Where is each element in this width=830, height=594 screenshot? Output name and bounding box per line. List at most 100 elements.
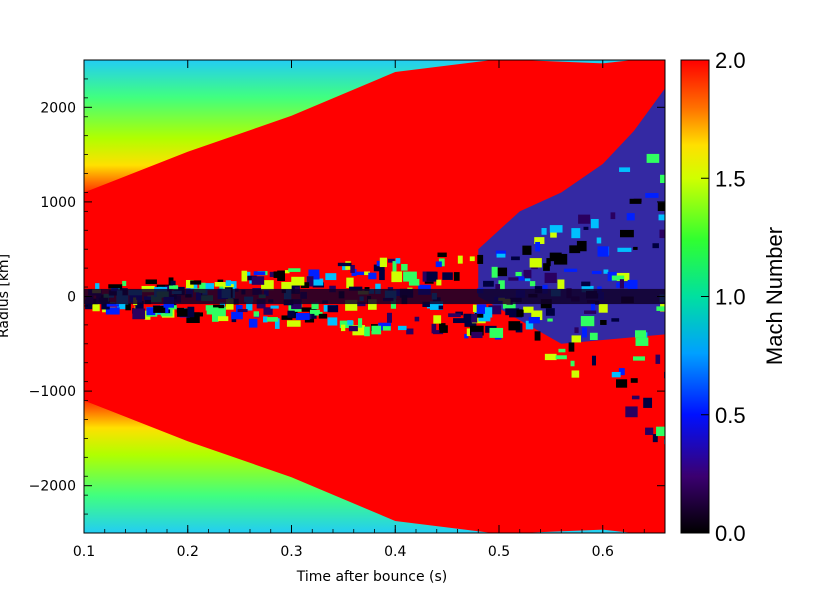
plume-cell	[95, 283, 100, 293]
colorbar-ticks: 0.0 0.5 1.0 1.5 2.0	[701, 48, 746, 546]
plume-cell	[571, 370, 580, 378]
plume-cell	[203, 283, 214, 291]
plume-cell	[376, 260, 383, 267]
plume-cell	[206, 307, 219, 315]
plume-cell	[135, 300, 144, 310]
y-tick-label: 0	[67, 290, 76, 306]
plume-cell	[571, 228, 581, 239]
plume-cell	[348, 325, 358, 332]
plume-cell	[438, 305, 444, 310]
plume-cell	[590, 218, 599, 229]
plume-cell	[169, 285, 175, 290]
plume-cell	[611, 318, 620, 322]
plume-cell	[422, 301, 436, 307]
plume-cell	[656, 306, 665, 311]
plume-cell	[408, 278, 420, 286]
y-tick-label: 2000	[40, 100, 76, 116]
plume-cell	[589, 332, 598, 341]
plume-cell	[525, 320, 534, 330]
plume-cell	[426, 271, 438, 282]
plume-cell	[484, 307, 493, 318]
plume-cell	[547, 318, 553, 322]
plume-cell	[146, 307, 156, 316]
plume-cell	[237, 309, 248, 313]
plume-cell	[190, 280, 198, 290]
plume-cell	[105, 307, 120, 315]
plume-cell	[170, 280, 176, 289]
plume-cell	[325, 273, 337, 281]
plume-cell	[300, 282, 310, 288]
plume-cell	[122, 280, 127, 286]
plume-cell	[251, 276, 265, 285]
plume-cell	[176, 307, 185, 313]
plume-cell	[345, 299, 358, 311]
plume-cell	[631, 395, 640, 400]
plume-cell	[395, 258, 401, 264]
plume-cell	[368, 272, 377, 280]
plume-cell	[217, 316, 229, 322]
plume-cell	[618, 368, 625, 376]
plume-cell	[544, 272, 557, 284]
plume-cell	[619, 167, 631, 172]
colorbar-tick-label: 1.5	[715, 166, 746, 191]
colorbar-title: Mach Number	[762, 227, 787, 365]
plume-cell	[241, 270, 248, 282]
y-tick-label: −2000	[29, 479, 76, 495]
plume-cell	[253, 311, 259, 317]
plume-cell	[550, 227, 557, 238]
x-axis-title: Time after bounce (s)	[296, 569, 447, 585]
plume-cell	[231, 311, 243, 320]
plume-cell	[611, 371, 621, 378]
y-tick-label: −1000	[29, 384, 76, 400]
y-tick-label: 1000	[40, 195, 76, 211]
plume-cell	[531, 266, 538, 270]
plume-cell	[132, 308, 146, 320]
plume-cell	[515, 271, 522, 277]
plume-cell	[600, 319, 607, 325]
plume-cell	[223, 284, 234, 291]
plume-cell	[225, 280, 232, 287]
plume-cell	[185, 279, 194, 289]
plume-cell	[495, 284, 501, 290]
plume-cell	[225, 299, 234, 310]
plume-cell	[342, 263, 348, 271]
plume-cell	[603, 269, 609, 274]
plume-cell	[635, 330, 647, 338]
plume-cell	[406, 328, 414, 335]
plume-cell	[263, 307, 273, 315]
plume-cell	[576, 240, 587, 252]
plume-cell	[373, 264, 385, 272]
plume-cell	[657, 202, 665, 212]
plume-cell	[295, 313, 310, 320]
plume-cell	[253, 271, 266, 276]
plume-cell	[211, 310, 219, 322]
plume-cell	[491, 266, 498, 278]
plume-cell	[558, 348, 566, 353]
plume-cell	[263, 316, 268, 323]
plume-cell	[534, 237, 545, 244]
colorbar-tick-label: 0.0	[715, 521, 746, 546]
plume-cell	[348, 286, 363, 291]
plume-cell	[591, 355, 597, 366]
plume-cell	[477, 254, 484, 264]
plume-cell	[92, 304, 100, 312]
plume-cell	[508, 277, 519, 281]
plume-cell	[367, 299, 377, 310]
plume-cell	[629, 198, 642, 204]
plume-cell	[581, 281, 591, 287]
plume-cell	[619, 279, 624, 289]
plume-cell	[214, 281, 226, 287]
plume-cell	[291, 276, 305, 286]
plume-cell	[495, 267, 508, 277]
upper-slow-region	[84, 60, 665, 193]
plume-cell	[306, 276, 314, 287]
plume-cell	[435, 261, 442, 268]
plume-cell	[534, 331, 541, 341]
plume-cell	[546, 258, 551, 267]
plume-cell	[424, 280, 434, 284]
plume-cell	[364, 271, 370, 276]
plume-cell	[529, 258, 542, 268]
plume-cell	[382, 326, 391, 331]
plume-cell	[646, 153, 660, 163]
